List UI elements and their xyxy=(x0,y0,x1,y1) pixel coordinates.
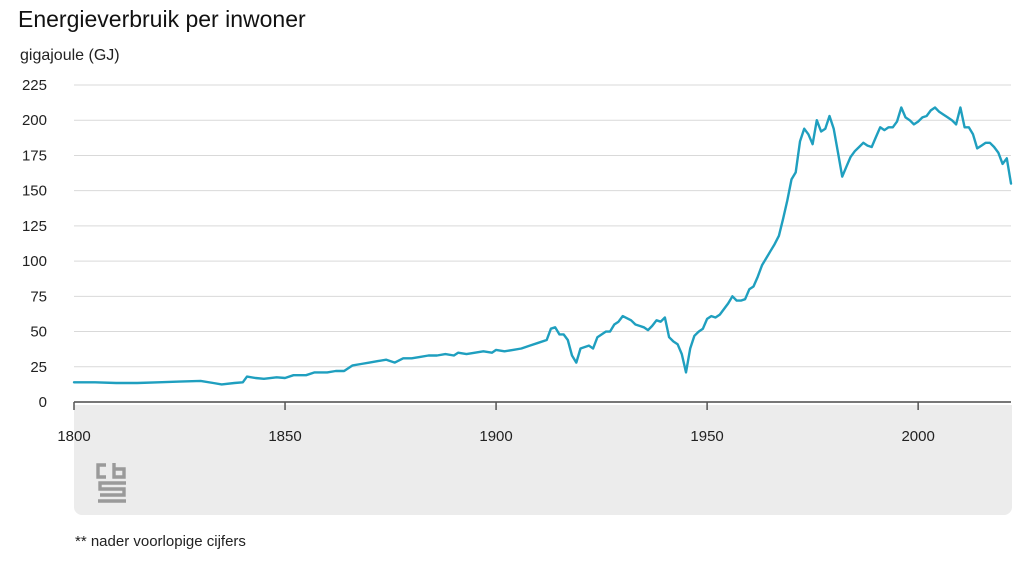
x-tick-label: 1950 xyxy=(690,428,723,445)
y-tick-label: 150 xyxy=(22,183,47,200)
footnote: ** nader voorlopige cijfers xyxy=(75,533,246,550)
cbs-logo-icon xyxy=(96,463,126,503)
grid-layer xyxy=(74,84,1011,368)
logo-panel xyxy=(74,405,1012,515)
series-line xyxy=(72,106,1013,386)
x-tick-label: 1900 xyxy=(479,428,512,445)
y-tick-label: 225 xyxy=(22,77,47,94)
x-tick-label: 1800 xyxy=(57,428,90,445)
y-tick-label: 0 xyxy=(39,394,47,411)
y-tick-label: 200 xyxy=(22,112,47,129)
chart-title: Energieverbruik per inwoner xyxy=(18,6,306,32)
x-tick-label: 1850 xyxy=(268,428,301,445)
x-tick-label: 2000 xyxy=(901,428,934,445)
axis-layer: 0 25 50 75 100 125 150 175 200 225 1800 1850 1900 195… xyxy=(22,77,1011,445)
y-tick-label: 100 xyxy=(22,253,47,270)
y-tick-label: 175 xyxy=(22,147,47,164)
y-tick-label: 125 xyxy=(22,218,47,235)
y-tick-label: 50 xyxy=(30,324,47,341)
y-tick-label: 25 xyxy=(30,359,47,376)
y-axis-unit-label: gigajoule (GJ) xyxy=(20,47,120,64)
y-tick-label: 75 xyxy=(30,288,47,305)
